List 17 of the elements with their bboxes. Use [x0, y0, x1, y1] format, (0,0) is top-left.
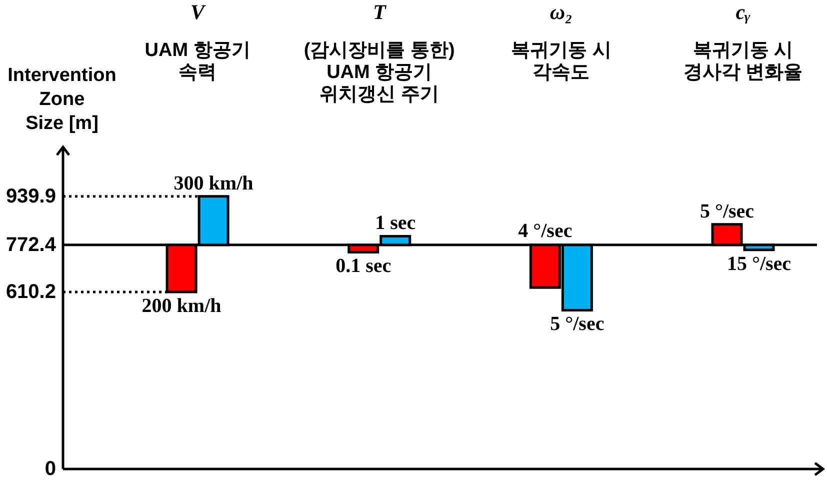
y-tick-label: 0	[44, 458, 56, 480]
category-label: cᵧ 복귀기동 시 경사각 변화율	[683, 0, 803, 83]
y-axis-title: Intervention Zone Size [m]	[8, 65, 116, 134]
y-tick-label: 772.4	[6, 234, 56, 256]
annotation: 15 °/sec	[726, 252, 792, 275]
annotation: 5 °/sec	[700, 200, 754, 222]
annotation: 200 km/h	[142, 294, 222, 317]
category-label: T (감시장비를 통한) UAM 항공기 위치갱신 주기	[304, 0, 455, 105]
annotation: 300 km/h	[174, 172, 254, 194]
annotation: 0.1 sec	[336, 255, 392, 278]
annotation: 1 sec	[375, 212, 416, 234]
category-label: V UAM 항공기 속력	[144, 0, 250, 83]
annotation: 4 °/sec	[518, 220, 572, 242]
y-tick-label: 610.2	[6, 280, 56, 303]
y-tick-label: 939.9	[6, 185, 56, 208]
category-label: ω₂ 복귀기동 시 각속도	[511, 0, 612, 83]
annotation: 5 °/sec	[550, 313, 604, 336]
